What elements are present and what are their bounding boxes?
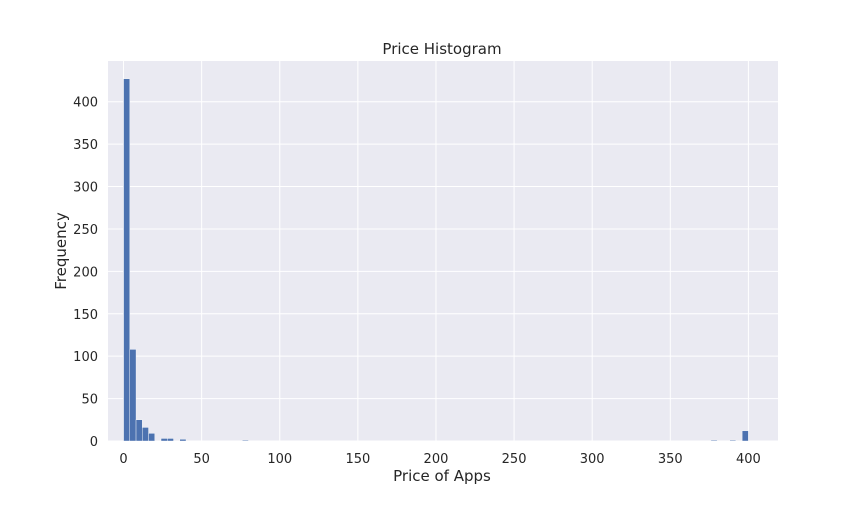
histogram-bar (123, 78, 130, 442)
y-tick-label: 300 (73, 181, 98, 196)
histogram-bar (710, 439, 718, 442)
x-tick-label: 200 (424, 452, 449, 467)
y-tick-label: 150 (73, 308, 98, 323)
x-axis-label: Price of Apps (393, 467, 491, 485)
grid-lines (108, 61, 778, 442)
x-tick-label: 100 (267, 452, 292, 467)
y-tick-label: 50 (81, 393, 98, 408)
y-tick-label: 0 (90, 435, 98, 450)
histogram-bar (129, 349, 137, 442)
histogram-bar (179, 439, 187, 442)
histogram-bar (148, 433, 155, 442)
histogram-bar (142, 427, 149, 442)
histogram-bar (741, 430, 749, 442)
y-axis-label: Frequency (52, 212, 70, 290)
y-tick-label: 350 (73, 138, 98, 153)
y-tick-label: 250 (73, 223, 98, 238)
y-tick-label: 400 (73, 96, 98, 111)
histogram-bar (729, 439, 737, 442)
y-axis-ticks: 0 50 100 150 200 250 300 350 400 (73, 96, 98, 450)
x-tick-label: 50 (193, 452, 210, 467)
histogram-bar (167, 438, 174, 442)
y-tick-label: 100 (73, 350, 98, 365)
histogram-bars (123, 78, 749, 442)
x-axis-ticks: 0 50 100 150 200 250 300 350 400 (119, 452, 760, 467)
x-tick-label: 400 (736, 452, 761, 467)
y-tick-label: 200 (73, 265, 98, 280)
chart-title: Price Histogram (382, 40, 501, 58)
plot-area (108, 61, 778, 441)
x-tick-label: 250 (502, 452, 527, 467)
histogram-bar (135, 419, 143, 442)
x-tick-label: 0 (119, 452, 127, 467)
x-tick-label: 150 (345, 452, 370, 467)
x-tick-label: 300 (580, 452, 605, 467)
histogram-bar (242, 439, 249, 442)
x-tick-label: 350 (658, 452, 683, 467)
histogram-bar (160, 438, 168, 442)
